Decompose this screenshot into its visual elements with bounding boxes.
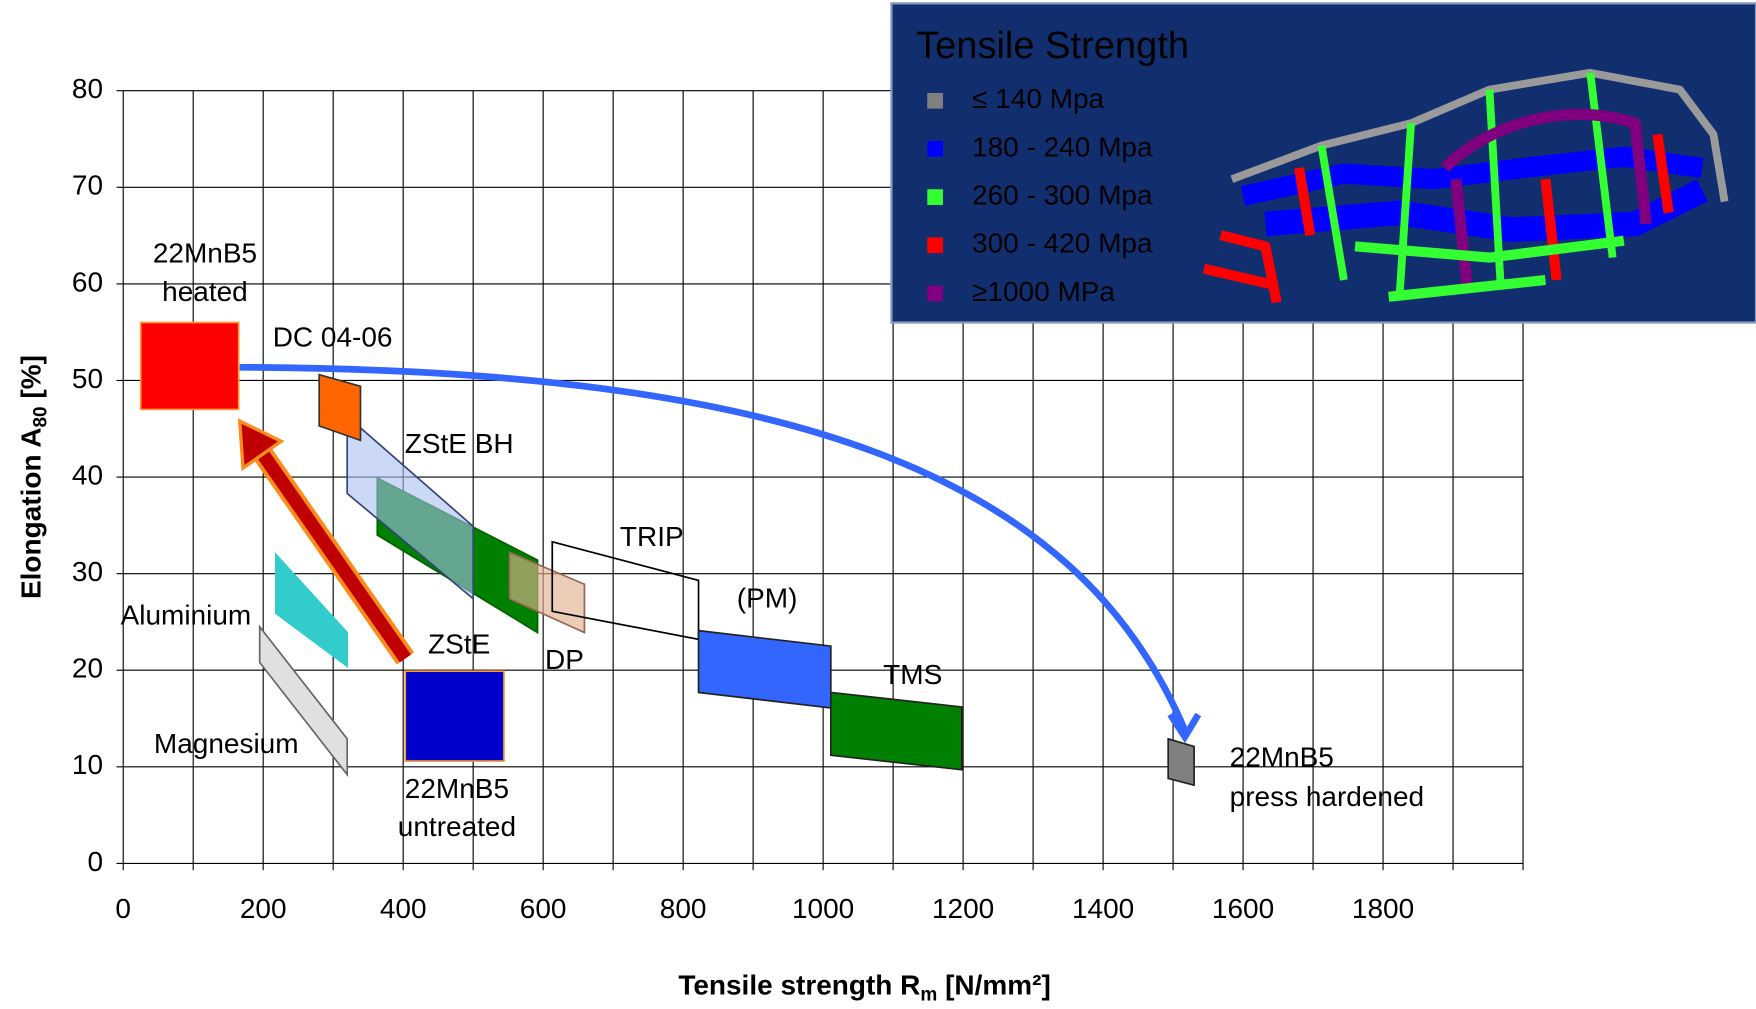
x-tick-label: 1600 [1212,893,1274,924]
chart: 0102030405060708002004006008001000120014… [0,0,1756,1009]
legend-label: 300 - 420 Mpa [972,228,1153,259]
regions [141,323,1194,786]
region [1168,739,1194,785]
y-tick-label: 0 [87,846,103,877]
region-label: 22MnB5 [153,238,257,269]
region [699,631,831,708]
region-label: 22MnB5 [405,773,509,804]
y-tick-label: 20 [72,653,103,684]
legend: Tensile Strength ≤ 140 Mpa 180 - 240 Mpa 2… [891,3,1756,322]
region [831,692,962,769]
y-tick-label: 60 [72,266,103,297]
region-label: Aluminium [121,599,252,630]
x-title-sub: m [920,985,937,1006]
region-label: TRIP [620,521,684,552]
y-tick-label: 70 [72,170,103,201]
y-tick-label: 40 [72,459,103,490]
legend-label: 180 - 240 Mpa [972,131,1153,162]
legend-label: ≤ 140 Mpa [972,83,1104,114]
legend-label: ≥1000 MPa [972,276,1115,307]
x-tick-label: 1800 [1352,893,1414,924]
y-axis-title: Elongation A80 [%] [16,355,51,599]
x-tick-label: 1400 [1072,893,1134,924]
x-tick-label: 1000 [792,893,854,924]
x-tick-label: 1200 [932,893,994,924]
legend-swatch [927,237,943,253]
region-label: untreated [398,811,516,842]
y-tick-label: 10 [72,749,103,780]
region-label: Magnesium [154,728,299,759]
y-tick-label: 50 [72,363,103,394]
legend-swatch [927,141,943,157]
x-tick-label: 800 [660,893,707,924]
x-title-main: Tensile strength R [678,970,920,1001]
page: {"chart_data": {"type": "region", "y_lab… [0,0,1756,1009]
legend-title: Tensile Strength [916,25,1189,67]
region-label: ZStE BH [405,428,514,459]
legend-swatch [927,93,943,109]
region-label: DP [545,644,584,675]
region [141,323,239,410]
legend-label: 260 - 300 Mpa [972,179,1153,210]
y-title-end: [%] [16,355,47,406]
x-tick-label: 400 [380,893,427,924]
region-label: DC 04-06 [273,322,393,353]
y-tick-label: 30 [72,556,103,587]
x-tick-label: 0 [115,893,131,924]
region-label: 22MnB5 [1230,742,1334,773]
region [319,375,360,441]
legend-swatch [927,189,943,205]
region-label: TMS [883,659,942,690]
x-tick-label: 200 [240,893,287,924]
x-axis-title: Tensile strength Rm [N/mm²] [678,970,1050,1005]
region [405,671,504,761]
y-tick-label: 80 [72,73,103,104]
y-title-sub: 80 [30,406,51,427]
y-title-main: Elongation A [16,428,47,600]
region-label: heated [162,276,248,307]
region-label: (PM) [737,583,798,614]
x-tick-label: 600 [520,893,567,924]
x-title-end: [N/mm²] [937,970,1050,1001]
region-label: press hardened [1230,781,1424,812]
region-label: ZStE [428,629,490,660]
legend-swatch [927,286,943,302]
